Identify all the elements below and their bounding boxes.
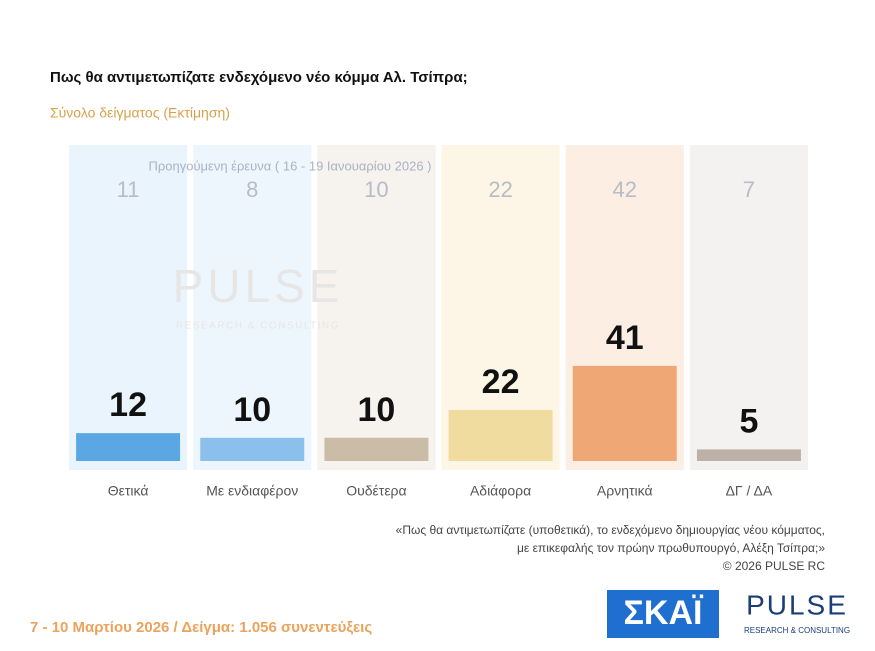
bar bbox=[324, 437, 429, 461]
previous-value: 10 bbox=[364, 177, 388, 202]
watermark: PULSE bbox=[173, 260, 344, 312]
previous-value: 7 bbox=[743, 177, 755, 202]
pulse-logo: PULSE bbox=[746, 589, 848, 620]
skai-logo: ΣΚΑΪ bbox=[624, 594, 705, 632]
value-label: 22 bbox=[482, 363, 520, 401]
value-label: 10 bbox=[358, 391, 396, 429]
chart-title: Πως θα αντιμετωπίζατε ενδεχόμενο νέο κόμ… bbox=[50, 69, 468, 86]
x-tick-label: Θετικά bbox=[108, 483, 149, 499]
copyright: © 2026 PULSE RC bbox=[723, 559, 826, 573]
column-panel bbox=[689, 145, 808, 470]
bar bbox=[696, 449, 801, 461]
value-label: 12 bbox=[109, 386, 147, 424]
x-tick-label: Με ενδιαφέρον bbox=[206, 483, 298, 499]
column-panel bbox=[317, 145, 436, 470]
previous-value: 42 bbox=[613, 177, 637, 202]
footer: 7 - 10 Μαρτίου 2026 / Δείγμα: 1.056 συνε… bbox=[30, 619, 372, 636]
x-tick-label: Αδιάφορα bbox=[470, 483, 531, 499]
x-tick-label: ΔΓ / ΔΑ bbox=[726, 483, 773, 499]
value-label: 10 bbox=[233, 391, 271, 429]
skai-logo-box bbox=[607, 590, 719, 638]
x-tick-label: Ουδέτερα bbox=[346, 483, 406, 499]
chart-subtitle: Σύνολο δείγματος (Εκτίμηση) bbox=[50, 105, 230, 121]
previous-value: 8 bbox=[246, 177, 258, 202]
note-line: «Πως θα αντιμετωπίζατε (υποθετικά), το ε… bbox=[396, 523, 825, 537]
previous-label: Προηγούμενη έρευνα ( 16 - 19 Ιανουαρίου … bbox=[148, 158, 431, 173]
bar bbox=[572, 365, 677, 461]
x-tick-label: Αρνητικά bbox=[597, 483, 653, 499]
note-line: με επικεφαλής τον πρώην πρωθυπουργό, Αλέ… bbox=[517, 541, 825, 555]
watermark-tagline: RESEARCH & CONSULTING bbox=[176, 321, 340, 332]
bar bbox=[76, 433, 181, 461]
column-panel bbox=[69, 145, 188, 470]
previous-value: 11 bbox=[117, 177, 140, 202]
pulse-tagline: RESEARCH & CONSULTING bbox=[744, 626, 850, 635]
value-label: 41 bbox=[606, 319, 644, 357]
bar bbox=[200, 437, 305, 461]
bar bbox=[448, 409, 553, 461]
column-panel bbox=[193, 145, 312, 470]
previous-value: 22 bbox=[488, 177, 512, 202]
value-label: 5 bbox=[739, 402, 758, 440]
